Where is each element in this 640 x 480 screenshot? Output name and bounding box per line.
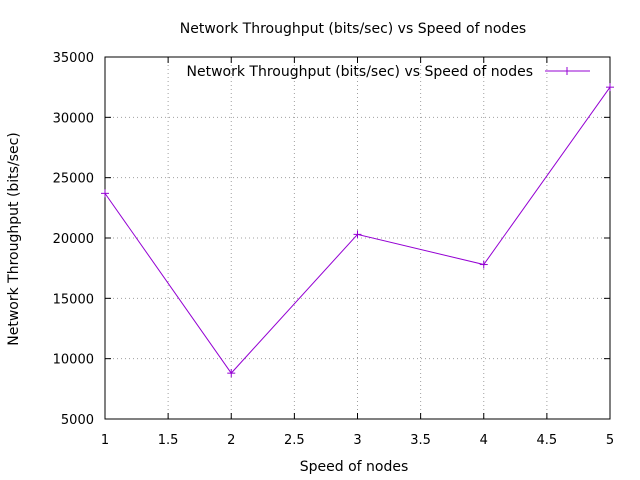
x-tick-label: 3.5 bbox=[410, 433, 431, 448]
axis-ticks bbox=[104, 56, 611, 420]
y-tick-label: 25000 bbox=[53, 172, 94, 187]
y-tick-labels: 5000 10000 15000 20000 25000 30000 35000 bbox=[53, 51, 94, 428]
y-axis-label: Network Throughput (bits/sec) bbox=[6, 132, 22, 345]
chart-title: Network Throughput (bits/sec) vs Speed o… bbox=[180, 21, 526, 37]
data-point bbox=[227, 369, 236, 378]
x-tick-label: 5 bbox=[606, 433, 614, 448]
y-tick-label: 20000 bbox=[53, 232, 94, 247]
x-tick-labels: 1 1.5 2 2.5 3 3.5 4 4.5 5 bbox=[101, 433, 614, 448]
x-tick-label: 3 bbox=[353, 433, 361, 448]
legend: Network Throughput (bits/sec) vs Speed o… bbox=[187, 64, 590, 80]
y-tick-label: 15000 bbox=[53, 292, 94, 307]
x-tick-label: 1.5 bbox=[158, 433, 179, 448]
y-tick-label: 35000 bbox=[53, 51, 94, 66]
data-point bbox=[606, 83, 614, 92]
y-tick-label: 10000 bbox=[53, 353, 94, 368]
x-tick-label: 2 bbox=[227, 433, 235, 448]
y-tick-label: 30000 bbox=[53, 111, 94, 126]
x-tick-label: 4 bbox=[480, 433, 488, 448]
data-point bbox=[479, 260, 488, 269]
x-tick-label: 2.5 bbox=[284, 433, 305, 448]
series-layer bbox=[101, 83, 614, 378]
y-tick-label: 5000 bbox=[61, 413, 94, 428]
x-tick-label: 1 bbox=[101, 433, 109, 448]
legend-marker bbox=[563, 67, 571, 75]
x-axis-label: Speed of nodes bbox=[300, 459, 409, 475]
data-point bbox=[101, 189, 109, 198]
legend-label: Network Throughput (bits/sec) vs Speed o… bbox=[187, 64, 533, 80]
data-point bbox=[353, 230, 362, 239]
x-tick-label: 4.5 bbox=[537, 433, 558, 448]
